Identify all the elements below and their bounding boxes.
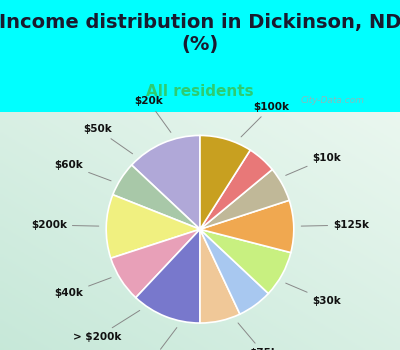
Text: > $200k: > $200k xyxy=(73,310,140,342)
Wedge shape xyxy=(113,165,200,229)
Text: $20k: $20k xyxy=(134,96,171,132)
Text: $10k: $10k xyxy=(286,153,341,175)
Wedge shape xyxy=(200,229,240,323)
Wedge shape xyxy=(200,229,268,314)
Text: All residents: All residents xyxy=(146,84,254,99)
Text: Income distribution in Dickinson, ND
(%): Income distribution in Dickinson, ND (%) xyxy=(0,13,400,54)
Text: $60k: $60k xyxy=(54,160,111,181)
Text: City-Data.com: City-Data.com xyxy=(300,96,364,105)
Text: $75k: $75k xyxy=(238,323,278,350)
Text: $200k: $200k xyxy=(31,220,99,230)
Text: $50k: $50k xyxy=(83,124,132,154)
Wedge shape xyxy=(200,150,272,229)
Text: $40k: $40k xyxy=(54,278,111,299)
Wedge shape xyxy=(200,135,250,229)
Wedge shape xyxy=(136,229,200,323)
Text: $30k: $30k xyxy=(286,283,341,306)
Wedge shape xyxy=(111,229,200,298)
Text: $150k: $150k xyxy=(135,328,177,350)
Wedge shape xyxy=(132,135,200,229)
Wedge shape xyxy=(200,169,289,229)
Wedge shape xyxy=(200,200,294,253)
Text: $100k: $100k xyxy=(241,102,289,137)
Wedge shape xyxy=(106,195,200,258)
Wedge shape xyxy=(200,229,291,293)
Text: $125k: $125k xyxy=(301,220,369,230)
